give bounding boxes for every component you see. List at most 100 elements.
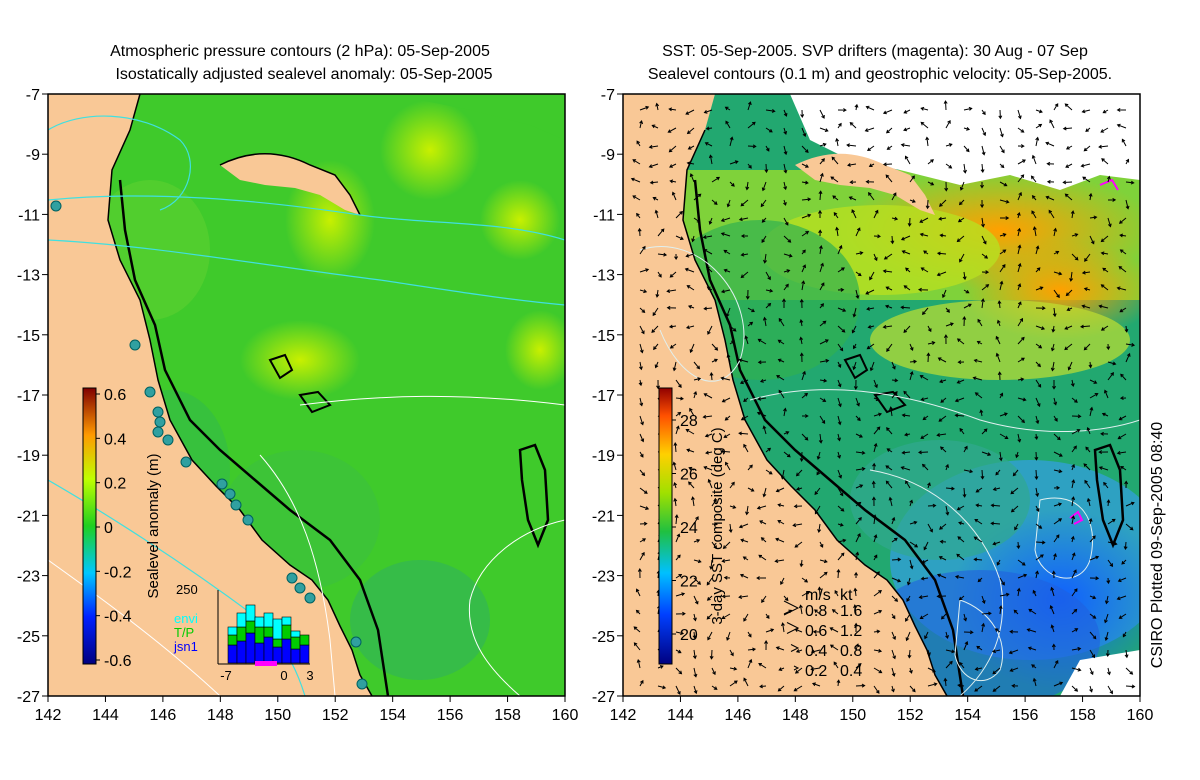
inset-bar-green <box>227 634 238 646</box>
inset-bar-green <box>281 624 292 640</box>
x-tick-label: 160 <box>552 707 579 724</box>
colorbar-tick-label: -0.4 <box>104 609 132 626</box>
y-tick-label: -7 <box>601 87 615 104</box>
y-tick-label: -27 <box>17 689 40 706</box>
inset-bar-cyan <box>272 618 283 640</box>
y-tick-label: -27 <box>592 689 615 706</box>
velocity-legend-kt: 1.2 <box>840 623 862 640</box>
velocity-legend-ms: 0.4 <box>805 643 827 660</box>
inset-bar-green <box>299 634 310 646</box>
inset-bar-green <box>290 636 301 650</box>
velocity-legend: m/s kt 0.8 1.6 0.6 1.2 0.4 0.8 0.2 0.4 <box>783 587 862 680</box>
x-tick-label: 156 <box>1012 707 1039 724</box>
inset-bar-blue <box>254 642 265 664</box>
colorbar-tick-label: 28 <box>680 413 698 430</box>
inset-bar-blue <box>290 648 301 664</box>
left-map <box>48 94 565 696</box>
colorbar-tick-label: 0 <box>104 520 113 537</box>
sst-colorbar-label: 3-day SST composite (deg C) <box>709 427 726 624</box>
colorbar-tick-label: 0.4 <box>104 431 126 448</box>
x-tick-label: 152 <box>322 707 349 724</box>
left-new-caledonia <box>518 443 550 549</box>
x-tick-label: 152 <box>897 707 924 724</box>
y-tick-label: -19 <box>17 448 40 465</box>
inset-bar-blue <box>272 646 283 664</box>
velocity-legend-arrow <box>793 665 800 671</box>
inset-bar-green <box>263 626 274 638</box>
velocity-legend-ms: 0.2 <box>805 663 827 680</box>
y-tick-label: -17 <box>592 388 615 405</box>
y-tick-label: -11 <box>593 207 615 224</box>
velocity-legend-kt: 0.8 <box>840 643 862 660</box>
inset-bar-cyan <box>290 630 301 638</box>
inset-bar-blue <box>236 640 247 664</box>
drifter-track <box>1069 510 1084 525</box>
y-tick-label: -17 <box>17 388 40 405</box>
y-tick-label: -23 <box>17 569 40 586</box>
velocity-arrows <box>630 100 1136 695</box>
left-y-axis: -7 -9 -11 -13 -15 -17 -19 -21 -23 -25 -27 <box>17 87 48 706</box>
right-title-line1: SST: 05-Sep-2005. SVP drifters (magenta)… <box>662 43 1088 60</box>
velocity-legend-kt: 0.4 <box>840 663 862 680</box>
right-australia-land <box>623 94 947 696</box>
y-tick-label: -19 <box>592 448 615 465</box>
sst-colorbar: 28 26 24 22 20 3-day SST composite (deg C) <box>658 387 726 665</box>
inset-legend-item: jsn1 <box>173 639 198 654</box>
x-tick-label: 150 <box>264 707 291 724</box>
y-tick-label: -21 <box>17 508 40 525</box>
x-tick-label: 160 <box>1127 707 1154 724</box>
left-x-axis: 142 144 146 148 150 152 154 156 158 160 <box>35 696 579 724</box>
y-tick-label: -9 <box>601 147 615 164</box>
velocity-legend-kt-header: kt <box>840 587 853 604</box>
inset-bar-cyan <box>236 612 247 628</box>
y-tick-label: -15 <box>17 328 40 345</box>
x-tick-label: 150 <box>839 707 866 724</box>
right-y-axis: -7 -9 -11 -13 -15 -17 -19 -21 -23 -25 -27 <box>592 87 623 706</box>
inset-legend-item: T/P <box>174 625 194 640</box>
cloud-mask <box>790 94 1140 190</box>
y-tick-label: -11 <box>18 207 40 224</box>
left-title-line2: Isostatically adjusted sealevel anomaly:… <box>115 66 492 83</box>
velocity-legend-kt: 1.6 <box>840 603 862 620</box>
colorbar-tick-label: 0.2 <box>104 476 126 493</box>
x-tick-label: 142 <box>610 707 637 724</box>
inset-x-tick: 3 <box>306 668 313 683</box>
x-tick-label: 156 <box>437 707 464 724</box>
colorbar-tick-label: 22 <box>680 574 698 591</box>
inset-bar-cyan <box>263 612 274 628</box>
colorbar-tick-label: -0.2 <box>104 564 132 581</box>
velocity-legend-ms: 0.6 <box>805 623 827 640</box>
inset-bar-cyan <box>281 616 292 626</box>
y-tick-label: -25 <box>592 629 615 646</box>
inset-bar-cyan <box>254 616 265 628</box>
left-australia-land <box>48 94 372 696</box>
inset-bar-green <box>272 638 283 648</box>
x-tick-label: 148 <box>207 707 234 724</box>
inset-bar-cyan <box>227 626 238 636</box>
colorbar-tick-label: 24 <box>680 520 698 537</box>
inset-bar-green <box>236 626 247 642</box>
y-tick-label: -21 <box>592 508 615 525</box>
inset-bar-blue <box>281 638 292 664</box>
y-tick-label: -23 <box>592 569 615 586</box>
sla-colorbar-label: Sealevel anomaly (m) <box>145 453 162 598</box>
inset-bar-green <box>254 626 265 644</box>
x-tick-label: 144 <box>92 707 119 724</box>
sla-colorbar: 0.6 0.4 0.2 0 -0.2 -0.4 -0.6 Sealevel anomaly … <box>82 387 162 670</box>
x-tick-label: 148 <box>782 707 809 724</box>
tide-gauge-markers <box>50 200 368 690</box>
x-tick-label: 146 <box>725 707 752 724</box>
colorbar-tick-label: 0.6 <box>104 387 126 404</box>
x-tick-label: 142 <box>35 707 62 724</box>
pressure-contour <box>48 195 565 241</box>
right-title-line2: Sealevel contours (0.1 m) and geostrophi… <box>648 66 1112 83</box>
left-shelf-contour <box>118 179 390 696</box>
y-tick-label: -7 <box>26 87 40 104</box>
x-tick-label: 146 <box>150 707 177 724</box>
x-tick-label: 154 <box>379 707 406 724</box>
inset-legend-item: envi <box>174 611 198 626</box>
x-tick-label: 158 <box>1069 707 1096 724</box>
y-tick-label: -9 <box>26 147 40 164</box>
